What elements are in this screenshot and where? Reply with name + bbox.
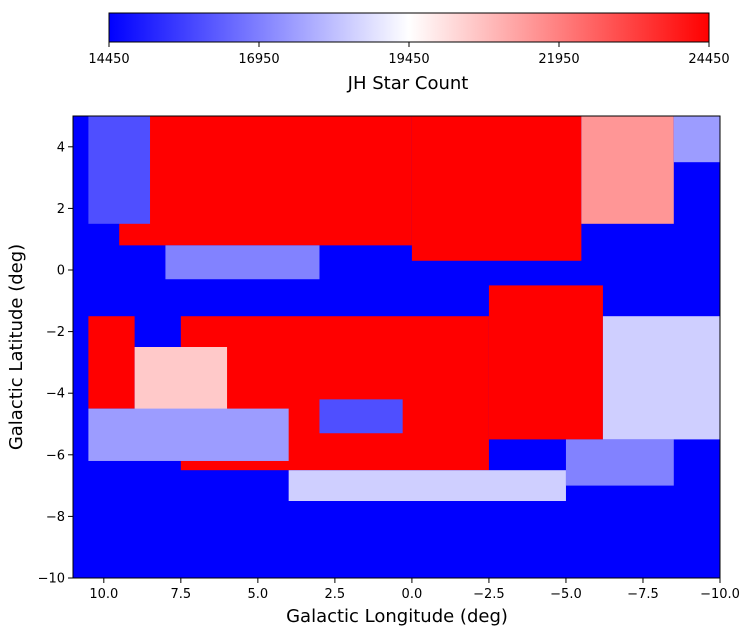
colorbar-tick-label: 14450	[88, 52, 129, 67]
x-tick-label: −5.0	[550, 587, 582, 602]
heatmap-region-1	[119, 116, 412, 246]
heatmap-region-10	[602, 316, 720, 440]
x-tick-label: 7.5	[170, 587, 191, 602]
y-axis-label: Galactic Latitude (deg)	[6, 244, 27, 450]
heatmap-region-5	[165, 245, 320, 280]
x-tick-label: 10.0	[89, 587, 118, 602]
plot-frame	[72, 115, 721, 579]
colorbar-tick-label: 16950	[238, 52, 279, 67]
y-tick-label: 0	[57, 264, 65, 279]
y-tick-label: −10	[38, 572, 65, 587]
colorbar-ticks: 14450 16950 19450 21950 24450	[88, 42, 730, 67]
x-axis-label: Galactic Longitude (deg)	[286, 606, 508, 627]
heatmap-region-13	[565, 439, 674, 486]
x-axis-ticks: 10.0 7.5 5.0 2.5 0.0 −2.5 −5.0 −7.5 −10.0	[89, 578, 740, 602]
x-tick-label: −7.5	[627, 587, 659, 602]
colorbar-tick-label: 19450	[388, 52, 429, 67]
y-tick-label: −6	[46, 448, 65, 463]
heatmap-region-4	[673, 116, 720, 163]
y-axis-ticks: 4 2 0 −2 −4 −6 −8 −10	[38, 140, 73, 587]
heatmap-plot: 10.0 7.5 5.0 2.5 0.0 −2.5 −5.0 −7.5 −10.0 4 2 0 −2 −…	[6, 115, 740, 627]
heatmap-region-8	[88, 316, 135, 409]
colorbar-label: JH Star Count	[347, 73, 469, 94]
heatmap-region-15	[88, 116, 151, 224]
y-tick-label: −8	[46, 510, 65, 525]
x-tick-label: 2.5	[325, 587, 346, 602]
x-tick-label: 0.0	[402, 587, 423, 602]
heatmap-region-2	[411, 116, 582, 261]
x-tick-label: 5.0	[248, 587, 269, 602]
colorbar-tick-label: 24450	[688, 52, 729, 67]
x-tick-label: −10.0	[700, 587, 740, 602]
heatmap-region-3	[581, 116, 674, 224]
heatmap-region-12	[288, 470, 566, 501]
y-tick-label: −4	[46, 387, 65, 402]
heatmap-region-7	[488, 285, 603, 440]
y-tick-label: −2	[46, 325, 65, 340]
y-tick-label: 2	[57, 202, 65, 217]
colorbar: 14450 16950 19450 21950 24450 JH Star Count	[88, 12, 730, 94]
colorbar-tick-label: 21950	[538, 52, 579, 67]
heatmap-region-14	[319, 399, 403, 434]
heatmap-cells	[73, 116, 720, 578]
colorbar-gradient	[108, 12, 710, 43]
x-tick-label: −2.5	[473, 587, 505, 602]
heatmap-region-11	[88, 408, 289, 461]
y-tick-label: 4	[57, 140, 65, 155]
